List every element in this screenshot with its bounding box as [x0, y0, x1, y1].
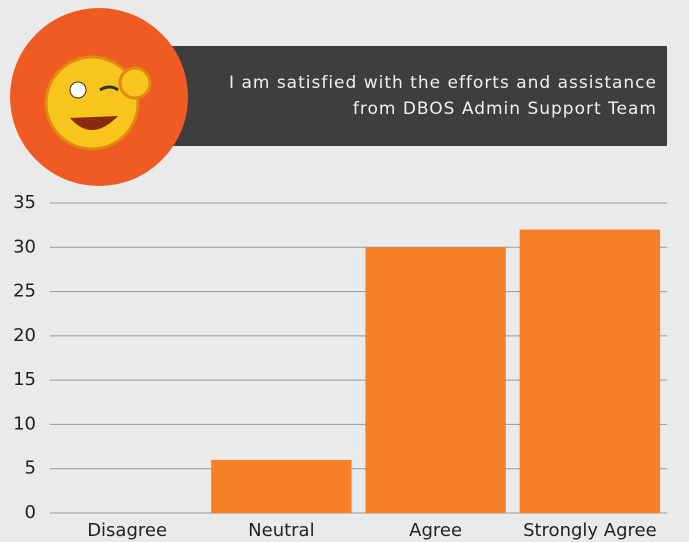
chart-title: I am satisfied with the efforts and assi…: [160, 46, 667, 146]
y-tick-label: 15: [13, 369, 36, 390]
x-tick-label: Disagree: [87, 520, 167, 541]
y-tick-label: 30: [13, 236, 36, 257]
x-tick-label: Neutral: [248, 520, 314, 541]
x-tick-label: Strongly Agree: [523, 520, 657, 541]
emoji-badge: [10, 8, 190, 188]
y-tick-label: 20: [13, 325, 36, 346]
y-tick-label: 5: [25, 458, 36, 479]
bar: [365, 247, 505, 513]
y-tick-label: 10: [13, 413, 36, 434]
y-tick-label: 35: [13, 192, 36, 213]
x-tick-label: Agree: [409, 520, 462, 541]
bar: [520, 230, 660, 513]
y-tick-label: 25: [13, 281, 36, 302]
y-tick-label: 0: [25, 502, 36, 523]
page: 0 5 10 15 20 25 30 35 Disagree Neutral Agree Strong…: [0, 0, 689, 542]
bar: [211, 460, 351, 513]
